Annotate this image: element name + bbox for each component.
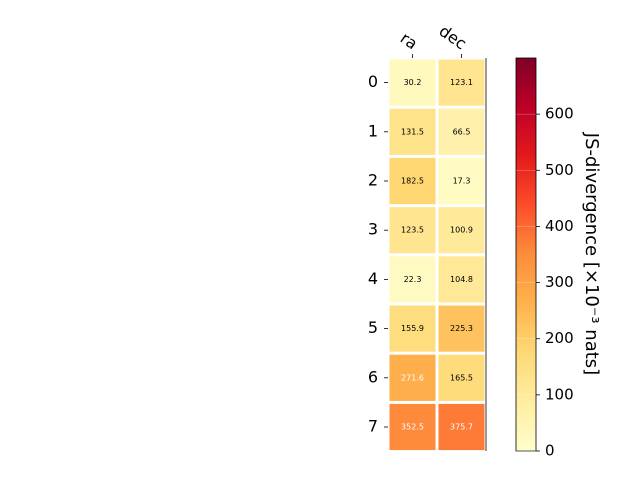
heatmap-cell xyxy=(389,354,436,401)
colorbar: 0 100 200 300 400 500 600 JS-divergence [×10⁻³… xyxy=(515,57,602,460)
heatmap-cell xyxy=(389,256,436,303)
heatmap-cell xyxy=(438,207,485,254)
cell-value-label: 66.5 xyxy=(453,127,471,136)
heatmap-cell xyxy=(389,305,436,352)
colorbar-tick-label: 600 xyxy=(545,105,574,123)
colorbar-ticks: 0 100 200 300 400 500 600 xyxy=(516,105,574,460)
colorbar-tick-label: 100 xyxy=(545,385,574,403)
heatmap-cell xyxy=(389,108,436,155)
colorbar-tick-label: 300 xyxy=(545,273,574,291)
colorbar-tick-label: 0 xyxy=(545,442,555,460)
heatmap-cell xyxy=(438,403,485,451)
heatmap-cell xyxy=(438,59,485,106)
cell-value-label: 123.5 xyxy=(401,226,424,235)
cell-value-label: 225.3 xyxy=(450,324,473,333)
row-tick-label: 7 xyxy=(368,417,378,436)
cell-value-label: 352.5 xyxy=(401,423,424,432)
row-tick-label: 3 xyxy=(368,220,378,239)
heatmap-cells xyxy=(389,59,485,451)
cell-value-label: 271.6 xyxy=(401,373,424,382)
row-tick-label: 1 xyxy=(368,121,378,140)
heatmap-cell xyxy=(438,354,485,401)
colorbar-gradient xyxy=(515,57,537,452)
cell-value-label: 375.7 xyxy=(450,423,473,432)
cell-value-label: 104.8 xyxy=(450,275,473,284)
heatmap-cell xyxy=(438,157,485,205)
heatmap-cell xyxy=(389,59,436,106)
heatmap-cell xyxy=(389,157,436,205)
colorbar-tick-label: 500 xyxy=(545,161,574,179)
cell-value-label: 131.5 xyxy=(401,127,424,136)
cell-value-label: 182.5 xyxy=(401,177,424,186)
cell-value-label: 30.2 xyxy=(404,78,422,87)
colorbar-tick-label: 200 xyxy=(545,329,574,347)
heatmap-cell xyxy=(438,305,485,352)
colorbar-label: JS-divergence [×10⁻³ nats] xyxy=(581,132,602,375)
row-tick-labels: 0 1 2 3 4 5 6 7 xyxy=(368,72,388,436)
cell-value-label: 17.3 xyxy=(453,177,471,186)
cell-value-label: 165.5 xyxy=(450,373,473,382)
row-tick-label: 4 xyxy=(368,269,378,288)
heatmap-cell xyxy=(389,207,436,254)
column-tick-label: ra xyxy=(397,28,421,53)
cell-value-label: 22.3 xyxy=(404,275,422,284)
row-tick-label: 0 xyxy=(368,72,378,91)
heatmap-cell xyxy=(389,403,436,451)
cell-value-label: 123.1 xyxy=(450,78,473,87)
row-tick-label: 5 xyxy=(368,318,378,337)
heatmap-cell xyxy=(438,108,485,155)
cell-labels: 30.2 123.1 131.5 66.5 182.5 17.3 123.5 100.9 22.… xyxy=(401,78,473,431)
column-tick-label: dec xyxy=(436,21,470,53)
cell-value-label: 100.9 xyxy=(450,226,473,235)
row-tick-label: 6 xyxy=(368,367,378,386)
cell-value-label: 155.9 xyxy=(401,324,424,333)
heatmap-cell xyxy=(438,256,485,303)
colorbar-tick-label: 400 xyxy=(545,217,574,235)
row-tick-label: 2 xyxy=(368,171,378,190)
column-tick-labels: ra dec xyxy=(397,21,470,58)
